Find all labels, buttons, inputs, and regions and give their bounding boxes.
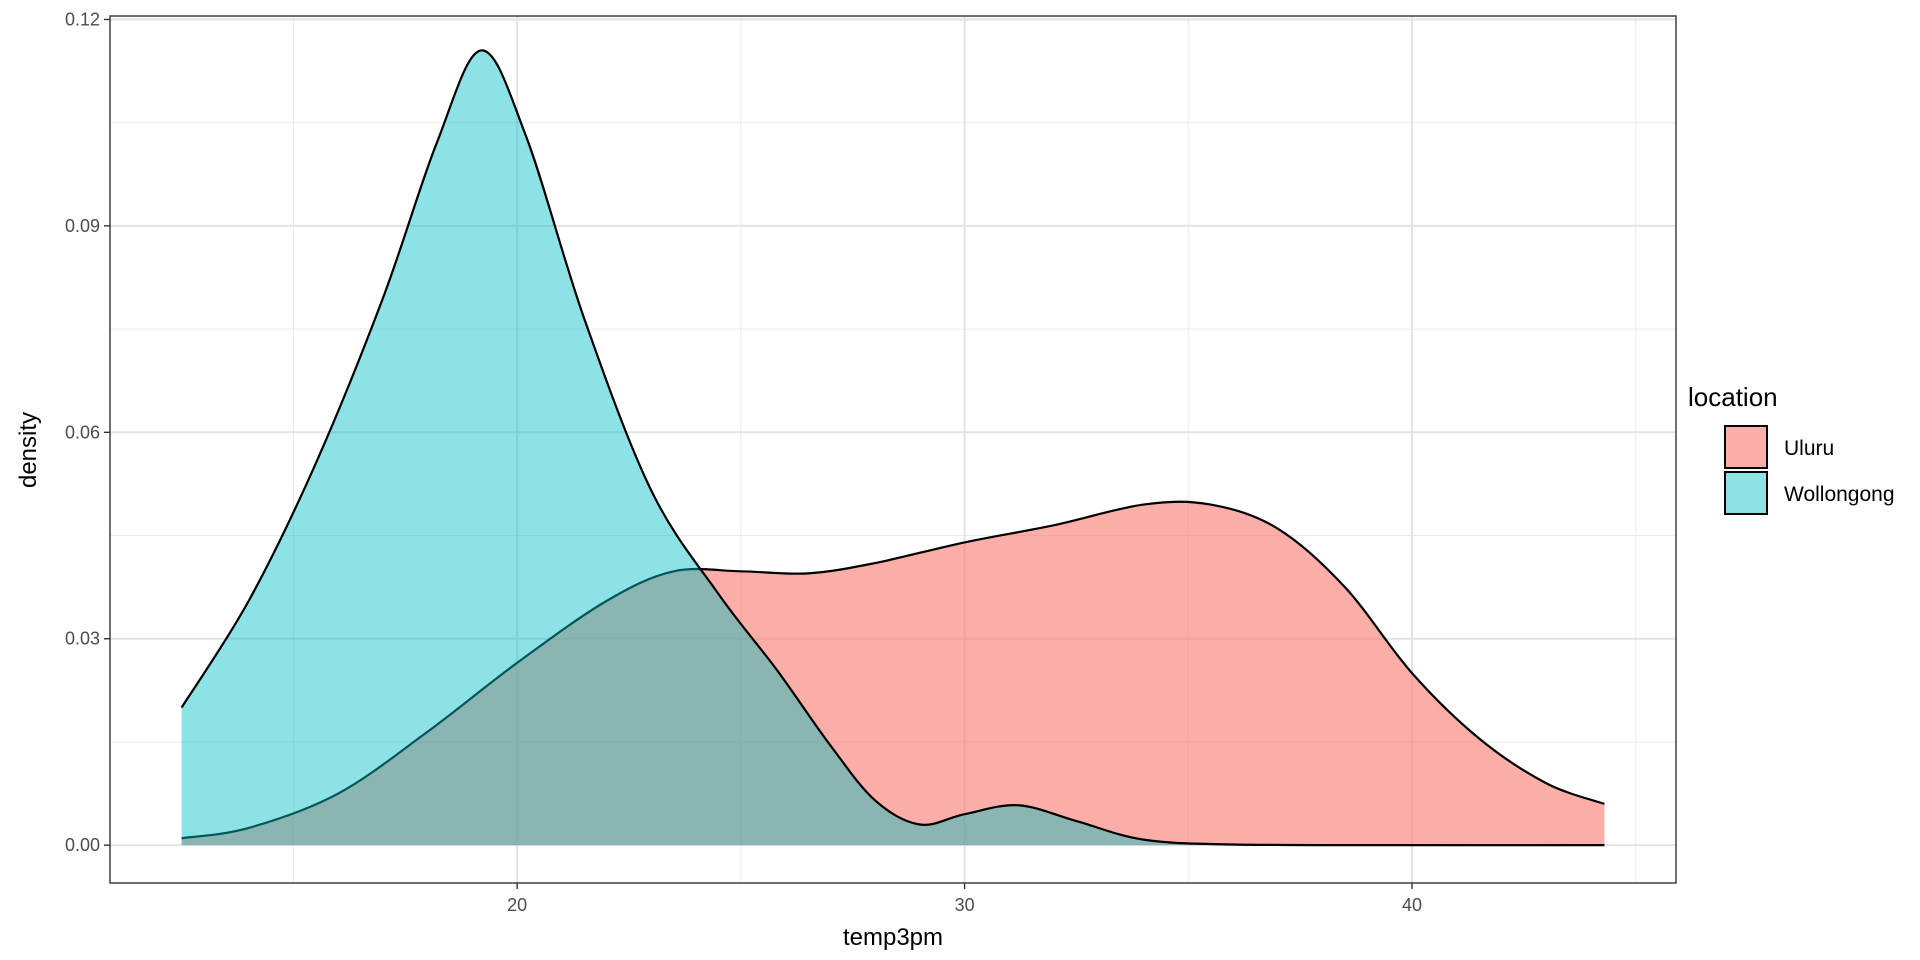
x-tick-label: 30 xyxy=(955,895,975,915)
density-area-wollongong xyxy=(181,50,1605,846)
legend-label-uluru: Uluru xyxy=(1784,437,1834,460)
y-tick-label: 0.00 xyxy=(65,835,100,855)
density-areas xyxy=(180,49,1605,847)
y-tick-label: 0.09 xyxy=(65,216,100,236)
legend-label-wollongong: Wollongong xyxy=(1784,483,1895,506)
legend: location Uluru Wollongong xyxy=(1688,382,1895,515)
x-tick-label: 40 xyxy=(1402,895,1422,915)
y-axis-title: density xyxy=(15,412,42,488)
y-tick-label: 0.12 xyxy=(65,9,100,29)
density-line-wollongong xyxy=(180,49,1605,847)
y-tick-label: 0.06 xyxy=(65,422,100,442)
plot-panel-border xyxy=(109,15,1677,884)
x-axis-title: temp3pm xyxy=(843,924,943,951)
x-axis: 20 30 40 xyxy=(507,883,1422,915)
density-area-uluru xyxy=(181,501,1605,846)
y-axis: 0.00 0.03 0.06 0.09 0.12 xyxy=(65,9,110,855)
legend-key-uluru xyxy=(1724,425,1768,469)
legend-key-wollongong xyxy=(1724,471,1768,515)
x-tick-label: 20 xyxy=(507,895,527,915)
density-line-uluru xyxy=(181,500,1605,840)
minor-gridlines xyxy=(110,16,1676,883)
legend-title: location xyxy=(1688,382,1778,412)
y-tick-label: 0.03 xyxy=(65,629,100,649)
